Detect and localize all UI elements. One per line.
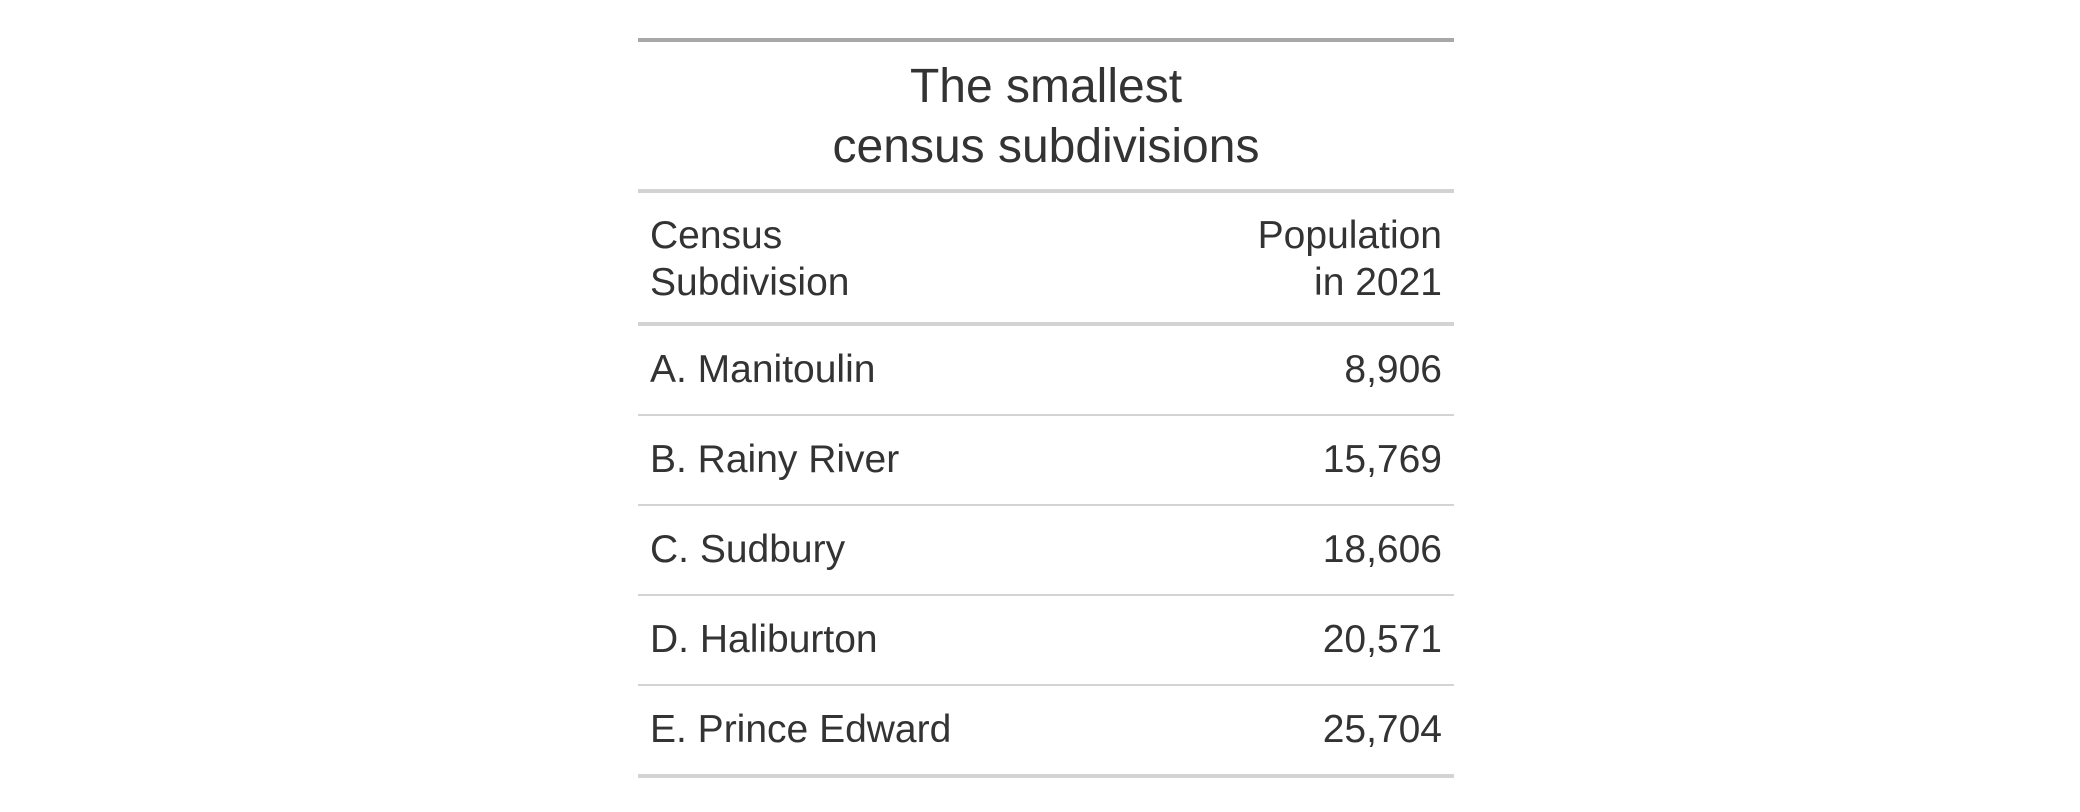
table-row: A. Manitoulin 8,906 [638,324,1454,415]
population-cell: 18,606 [1135,504,1454,595]
table-title-line-1: The smallest [909,60,1183,113]
column-header-line: in 2021 [1314,261,1442,304]
population-cell: 15,769 [1135,414,1454,505]
column-header-row: Census Subdivision Population in 2021 [638,191,1454,326]
subdivision-name-cell: E. Prince Edward [638,684,1136,776]
table-title: The smallest census subdivisions [638,40,1454,193]
subdivision-name-cell: D. Haliburton [638,594,1136,685]
table-row: D. Haliburton 20,571 [638,594,1454,685]
census-table-container: The smallest census subdivisions Census … [638,38,1454,778]
population-cell: 20,571 [1135,594,1454,685]
table-row: E. Prince Edward 25,704 [638,684,1454,776]
table-body: A. Manitoulin 8,906 B. Rainy River 15,76… [638,324,1454,776]
population-cell: 8,906 [1344,348,1442,391]
table-title-row: The smallest census subdivisions [638,40,1454,193]
population-cell: 25,704 [1135,684,1454,776]
table-title-line-2: census subdivisions [832,120,1260,173]
subdivision-name-cell: A. Manitoulin [650,348,876,391]
column-header-line: Subdivision [650,261,850,304]
column-header-census-subdivision: Census Subdivision [638,191,1136,326]
table-row: C. Sudbury 18,606 [638,504,1454,595]
census-table: The smallest census subdivisions Census … [638,38,1454,778]
subdivision-name-cell: B. Rainy River [638,414,1136,505]
column-header-line: Population [1257,214,1442,257]
subdivision-name-cell: C. Sudbury [638,504,1136,595]
table-row: B. Rainy River 15,769 [638,414,1454,505]
column-header-population: Population in 2021 [1135,191,1454,326]
column-header-line: Census [650,214,783,257]
